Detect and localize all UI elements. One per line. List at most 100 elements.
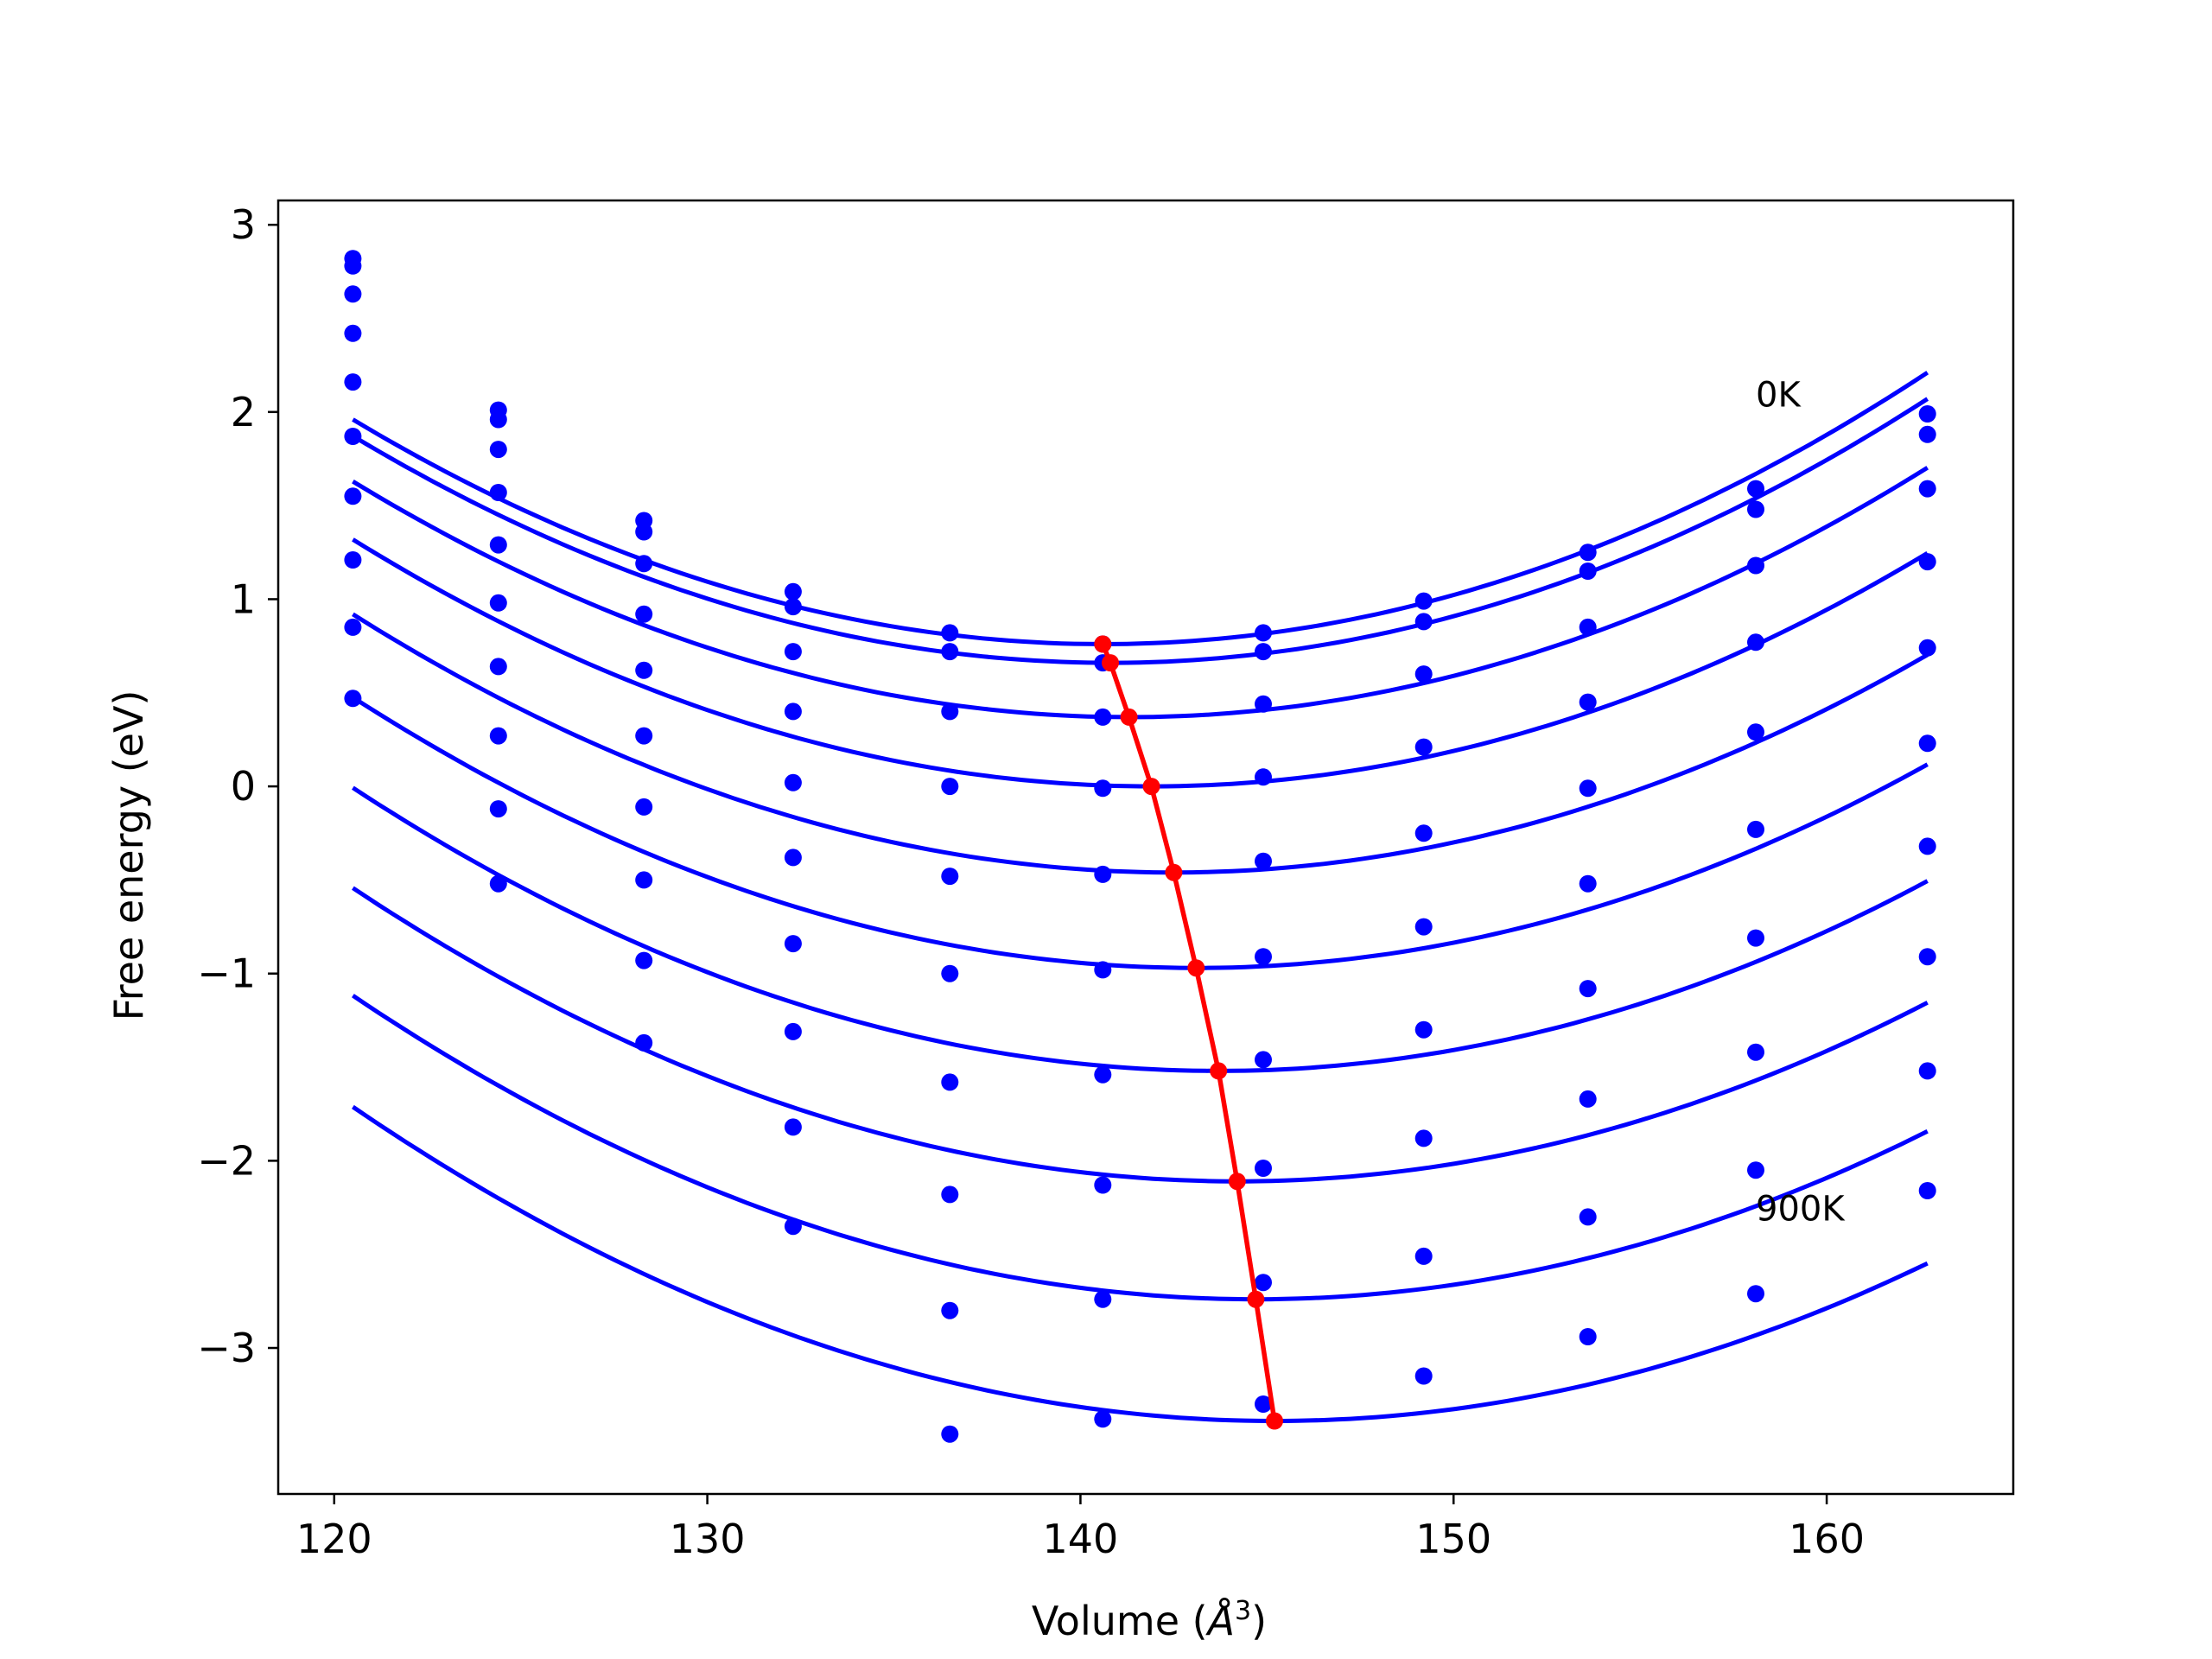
data-point-500K-3 — [784, 849, 802, 867]
data-point-900K-2 — [635, 1033, 653, 1052]
data-point-700K-1 — [489, 727, 507, 745]
y-tick-label-3: 3 — [231, 201, 256, 248]
y-tick-label-2: 2 — [231, 389, 256, 435]
fit-curve-700K — [352, 886, 1929, 1184]
data-point-500K-10 — [1918, 734, 1936, 753]
data-point-300K-7 — [1414, 738, 1433, 756]
data-point-300K-8 — [1579, 693, 1597, 711]
data-point-300K-3 — [784, 702, 802, 721]
x-axis-ticks: 120 130 140 150 160 — [296, 1494, 1865, 1562]
data-point-500K-4 — [941, 964, 959, 982]
data-point-0K-10 — [1918, 405, 1936, 423]
data-point-800K-2 — [635, 951, 653, 969]
data-point-900K-8 — [1579, 1328, 1597, 1345]
data-point-200K-4 — [941, 702, 959, 721]
data-point-700K-7 — [1414, 1129, 1433, 1147]
data-point-200K-7 — [1414, 665, 1433, 683]
data-point-0K-7 — [1414, 592, 1433, 610]
data-point-700K-8 — [1579, 1090, 1597, 1108]
data-point-200K-8 — [1579, 618, 1597, 636]
data-point-600K-0 — [344, 487, 362, 505]
minimum-point-2 — [1120, 708, 1138, 726]
data-point-600K-4 — [941, 1073, 959, 1091]
minimum-point-9 — [1266, 1412, 1283, 1430]
y-tick-label--3: −3 — [197, 1325, 256, 1371]
data-point-100K-10 — [1918, 425, 1936, 443]
data-point-400K-9 — [1747, 723, 1764, 741]
data-point-0K-9 — [1747, 480, 1764, 498]
data-point-100K-8 — [1579, 563, 1597, 580]
annotation-900k: 900K — [1756, 1190, 1846, 1230]
data-point-400K-4 — [941, 868, 959, 886]
fit-curve-200K — [352, 466, 1929, 720]
data-point-800K-4 — [941, 1301, 959, 1319]
data-point-600K-3 — [784, 935, 802, 953]
data-point-300K-0 — [344, 324, 362, 342]
data-point-800K-10 — [1918, 1062, 1936, 1080]
x-axis-label-superscript: 3 — [1235, 1596, 1251, 1626]
data-point-900K-5 — [1094, 1410, 1112, 1428]
data-point-300K-6 — [1255, 768, 1272, 786]
data-point-100K-9 — [1747, 500, 1764, 518]
data-point-400K-2 — [635, 661, 653, 679]
data-point-0K-4 — [941, 624, 959, 642]
data-point-100K-3 — [784, 598, 802, 616]
data-point-300K-5 — [1094, 779, 1112, 798]
y-axis-label: Free energy (eV) — [105, 690, 152, 1021]
data-point-500K-0 — [344, 428, 362, 445]
data-point-700K-9 — [1747, 1043, 1764, 1061]
data-point-100K-1 — [489, 410, 507, 429]
y-tick-label-1: 1 — [231, 575, 256, 622]
data-point-400K-6 — [1255, 852, 1272, 870]
data-point-300K-9 — [1747, 633, 1764, 652]
x-tick-label-150: 150 — [1415, 1516, 1491, 1562]
data-point-900K-6 — [1255, 1395, 1272, 1413]
data-point-700K-2 — [635, 871, 653, 889]
y-tick-label-0: 0 — [231, 763, 256, 810]
minimum-point-4 — [1165, 863, 1183, 881]
minimum-point-5 — [1187, 959, 1205, 977]
data-point-200K-2 — [635, 555, 653, 573]
data-point-600K-9 — [1747, 929, 1764, 947]
data-point-800K-0 — [344, 618, 362, 636]
data-point-600K-10 — [1918, 837, 1936, 855]
data-point-0K-6 — [1255, 624, 1272, 642]
data-point-600K-1 — [489, 658, 507, 676]
data-point-500K-2 — [635, 727, 653, 745]
x-axis-label-symbol: Å — [1205, 1598, 1235, 1644]
fit-curve-800K — [352, 994, 1929, 1302]
plot-area — [344, 250, 1936, 1443]
data-point-800K-3 — [784, 1118, 802, 1136]
data-point-100K-2 — [635, 523, 653, 541]
data-point-700K-4 — [941, 1185, 959, 1204]
annotations: 0K 900K — [1756, 375, 1846, 1229]
data-point-400K-3 — [784, 773, 802, 791]
data-point-600K-7 — [1414, 1020, 1433, 1039]
minimum-line — [1094, 635, 1283, 1430]
data-point-200K-0 — [344, 285, 362, 303]
minimum-point-7 — [1228, 1173, 1246, 1191]
x-tick-label-140: 140 — [1043, 1516, 1119, 1562]
minimum-point-0 — [1094, 635, 1112, 653]
data-point-300K-10 — [1918, 553, 1936, 571]
data-point-700K-3 — [784, 1022, 802, 1040]
fit-curve-0K — [352, 371, 1929, 646]
y-tick-label--2: −2 — [197, 1137, 256, 1184]
data-point-600K-2 — [635, 798, 653, 816]
data-point-400K-0 — [344, 373, 362, 391]
fit-curves — [351, 371, 1929, 1423]
axes-frame — [276, 199, 2015, 1496]
minimum-point-8 — [1247, 1290, 1265, 1308]
data-point-600K-8 — [1579, 980, 1597, 998]
data-point-700K-0 — [344, 551, 362, 569]
data-point-400K-5 — [1094, 865, 1112, 883]
data-point-900K-1 — [489, 874, 507, 893]
data-point-600K-6 — [1255, 1051, 1272, 1069]
data-point-900K-9 — [1747, 1285, 1764, 1303]
data-point-100K-7 — [1414, 613, 1433, 631]
fit-curve-100K — [352, 397, 1929, 665]
fit-curve-500K — [352, 695, 1929, 970]
data-point-800K-6 — [1255, 1274, 1272, 1292]
fit-curve-600K — [352, 785, 1929, 1073]
